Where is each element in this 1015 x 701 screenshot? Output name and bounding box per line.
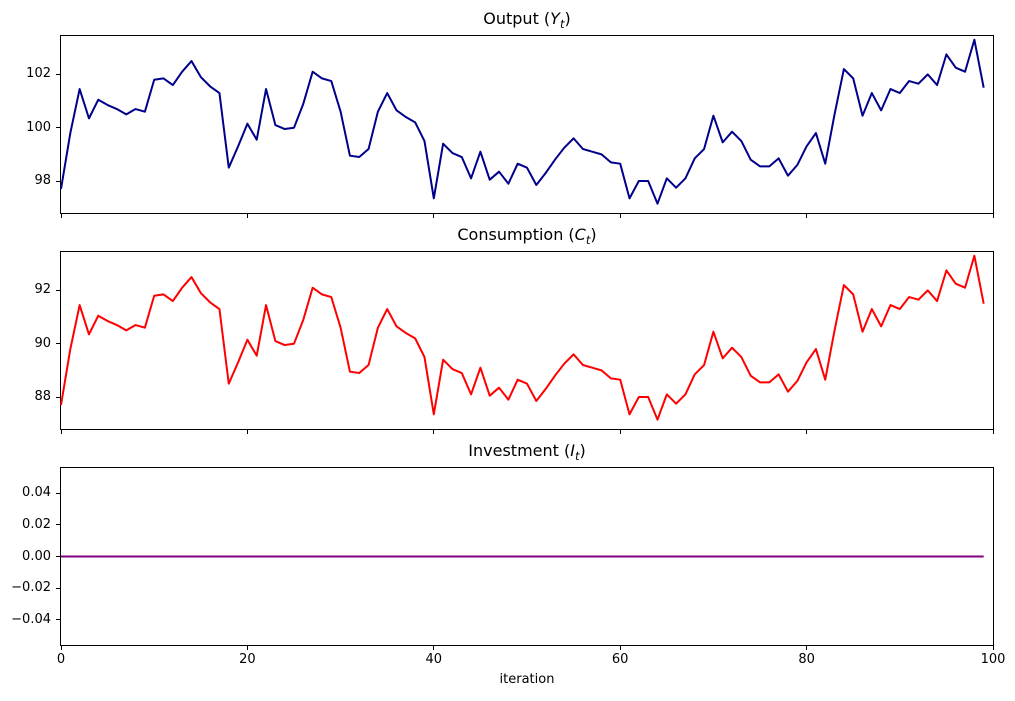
x-tick-mark — [806, 214, 808, 218]
x-tick-mark — [992, 214, 994, 218]
y-tick-mark — [56, 73, 60, 75]
y-tick-label: 88 — [34, 389, 51, 404]
x-tick-label: 80 — [798, 652, 815, 667]
y-tick-label: 90 — [34, 335, 51, 351]
consumption-line-chart — [60, 254, 985, 421]
output-axes: 98 100 102 — [26, 35, 994, 218]
consumption-title-prefix: Consumption ( — [457, 225, 575, 244]
investment-title-symbol: It — [570, 441, 580, 464]
output-title-prefix: Output ( — [483, 9, 551, 28]
x-tick-mark — [806, 646, 808, 650]
consumption-title: Consumption (Ct) — [60, 225, 994, 250]
y-tick-label: −0.04 — [11, 611, 51, 627]
y-tick-label: 98 — [34, 173, 51, 188]
consumption-title-subscript: t — [585, 233, 591, 248]
consumption-title-suffix: ) — [590, 225, 597, 244]
y-tick-mark — [56, 343, 60, 345]
investment-title-subscript: t — [574, 449, 580, 464]
investment-title-prefix: Investment ( — [468, 441, 571, 460]
x-tick-mark — [619, 214, 621, 218]
x-tick-label: 0 — [56, 652, 66, 667]
y-tick-label: 0.00 — [22, 548, 51, 564]
consumption-title-symbol: Ct — [574, 225, 591, 248]
y-tick-mark — [56, 127, 60, 129]
investment-title-suffix: ) — [579, 441, 586, 460]
investment-line-chart — [61, 555, 984, 558]
y-tick-mark — [56, 180, 60, 182]
x-tick-mark — [60, 214, 62, 218]
y-tick-label: −0.02 — [11, 580, 51, 596]
y-tick-label: 102 — [26, 66, 51, 82]
x-tick-mark — [433, 646, 435, 650]
x-tick-label: 20 — [239, 652, 256, 667]
output-line — [60, 38, 985, 205]
output-title-symbol: Yt — [550, 9, 565, 32]
y-tick-label: 0.02 — [22, 516, 51, 532]
output-line-chart — [60, 38, 985, 205]
consumption-axes: 88 90 92 — [34, 251, 994, 434]
x-tick-mark — [806, 430, 808, 434]
x-tick-label: 100 — [980, 652, 1006, 667]
x-tick-mark — [992, 646, 994, 650]
x-tick-mark — [619, 430, 621, 434]
investment-axes: −0.04 −0.02 0.00 0.02 0.04 0 20 40 60 80 100 — [11, 467, 1005, 667]
x-tick-label: 40 — [425, 652, 443, 667]
y-tick-mark — [56, 492, 60, 494]
x-tick-mark — [246, 430, 248, 434]
x-tick-mark — [246, 646, 248, 650]
y-tick-mark — [56, 289, 60, 291]
x-tick-mark — [246, 214, 248, 218]
x-tick-mark — [992, 430, 994, 434]
y-tick-mark — [56, 524, 60, 526]
investment-title: Investment (It) — [60, 441, 994, 466]
y-tick-mark — [56, 619, 60, 621]
output-title-subscript: t — [559, 17, 565, 32]
output-title-suffix: ) — [564, 9, 571, 28]
x-tick-label: 60 — [611, 652, 629, 667]
x-tick-mark — [60, 430, 62, 434]
y-tick-label: 92 — [34, 282, 51, 298]
output-title: Output (Yt) — [60, 9, 994, 34]
x-tick-mark — [433, 430, 435, 434]
consumption-line — [60, 254, 985, 421]
x-tick-mark — [433, 214, 435, 218]
x-tick-mark — [60, 646, 62, 650]
y-tick-mark — [56, 556, 60, 557]
y-tick-label: 0.04 — [22, 485, 51, 501]
x-tick-mark — [619, 646, 621, 650]
y-tick-mark — [56, 396, 60, 398]
y-tick-mark — [56, 587, 60, 589]
x-axis-label: iteration — [499, 672, 555, 687]
y-tick-label: 100 — [26, 119, 51, 135]
